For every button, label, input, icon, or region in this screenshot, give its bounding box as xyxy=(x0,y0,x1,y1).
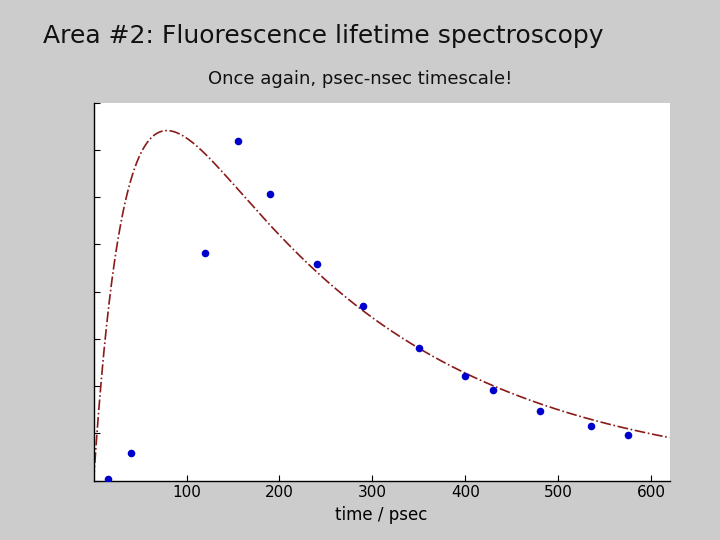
Point xyxy=(125,448,137,457)
Point xyxy=(264,190,276,198)
Point xyxy=(413,343,425,352)
Point xyxy=(622,431,634,440)
Point xyxy=(487,385,499,394)
Point xyxy=(459,372,471,380)
Point xyxy=(357,301,369,310)
Point xyxy=(232,137,243,145)
Point xyxy=(199,249,211,258)
Point xyxy=(311,259,323,268)
Point xyxy=(102,475,113,483)
Point xyxy=(585,422,596,431)
Point xyxy=(534,406,545,415)
Text: Area #2: Fluorescence lifetime spectroscopy: Area #2: Fluorescence lifetime spectrosc… xyxy=(43,24,603,48)
Text: Once again, psec-nsec timescale!: Once again, psec-nsec timescale! xyxy=(208,70,512,88)
X-axis label: time / psec: time / psec xyxy=(336,506,428,524)
